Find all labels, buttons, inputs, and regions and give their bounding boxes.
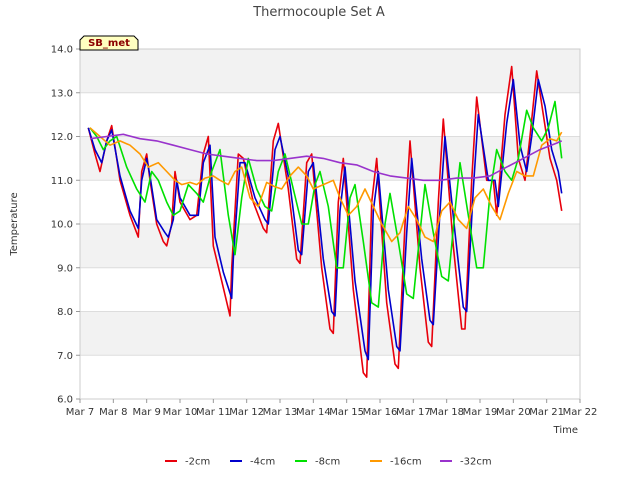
legend-label: -2cm <box>185 457 210 468</box>
legend-label: -4cm <box>250 457 275 468</box>
x-tick-label: Mar 14 <box>296 407 331 418</box>
x-tick-label: Mar 13 <box>263 407 298 418</box>
series-line-32cmcm <box>89 133 563 182</box>
y-tick-label: 9.0 <box>57 263 73 274</box>
y-tick-label: 13.0 <box>51 88 73 99</box>
y-tick-label: 11.0 <box>51 176 73 187</box>
y-axis-ticks: 6.0 7.0 8.0 9.0 10.0 11.0 12.0 13.0 14.0 <box>51 45 80 406</box>
y-tick-label: 14.0 <box>51 45 73 56</box>
x-tick-label: Mar 19 <box>463 407 498 418</box>
badge-label: SB_met <box>88 38 130 49</box>
legend-label: -32cm <box>460 457 492 468</box>
plot-band <box>80 311 580 356</box>
y-tick-label: 12.0 <box>51 132 73 143</box>
x-tick-label: Mar 21 <box>529 407 564 418</box>
series-line-16cmcm <box>89 127 563 243</box>
x-tick-label: Mar 8 <box>99 407 127 418</box>
x-tick-label: Mar 20 <box>496 407 531 418</box>
series-line-8cmcm <box>89 100 563 308</box>
y-axis-label: Temperature <box>9 192 20 256</box>
x-tick-label: Mar 9 <box>132 407 160 418</box>
x-tick-label: Mar 15 <box>329 407 364 418</box>
plot-band <box>80 92 580 137</box>
series-lines <box>87 65 563 378</box>
x-tick-label: Mar 16 <box>363 407 398 418</box>
plot-band <box>80 49 580 93</box>
x-tick-label: Mar 18 <box>429 407 464 418</box>
x-tick-label: Mar 10 <box>163 407 198 418</box>
legend-label: -8cm <box>315 457 340 468</box>
sb-met-badge: SB_met <box>79 35 139 51</box>
y-tick-label: 6.0 <box>57 395 73 406</box>
x-tick-label: Mar 7 <box>66 407 94 418</box>
plot-band <box>80 355 580 399</box>
x-tick-label: Mar 17 <box>396 407 431 418</box>
legend: -2cm -4cm -8cm -16cm -32cm <box>165 457 492 468</box>
series-line-4cmcm <box>87 78 563 361</box>
x-tick-label: Mar 11 <box>196 407 231 418</box>
x-axis-label: Time <box>553 425 578 436</box>
y-tick-label: 10.0 <box>51 220 73 231</box>
legend-label: -16cm <box>390 457 422 468</box>
y-tick-label: 7.0 <box>57 351 73 362</box>
y-tick-label: 8.0 <box>57 307 73 318</box>
plot-band <box>80 224 580 268</box>
x-tick-label: Mar 12 <box>229 407 264 418</box>
chart-title: Thermocouple Set A <box>252 5 385 20</box>
x-tick-label: Mar 22 <box>563 407 598 418</box>
